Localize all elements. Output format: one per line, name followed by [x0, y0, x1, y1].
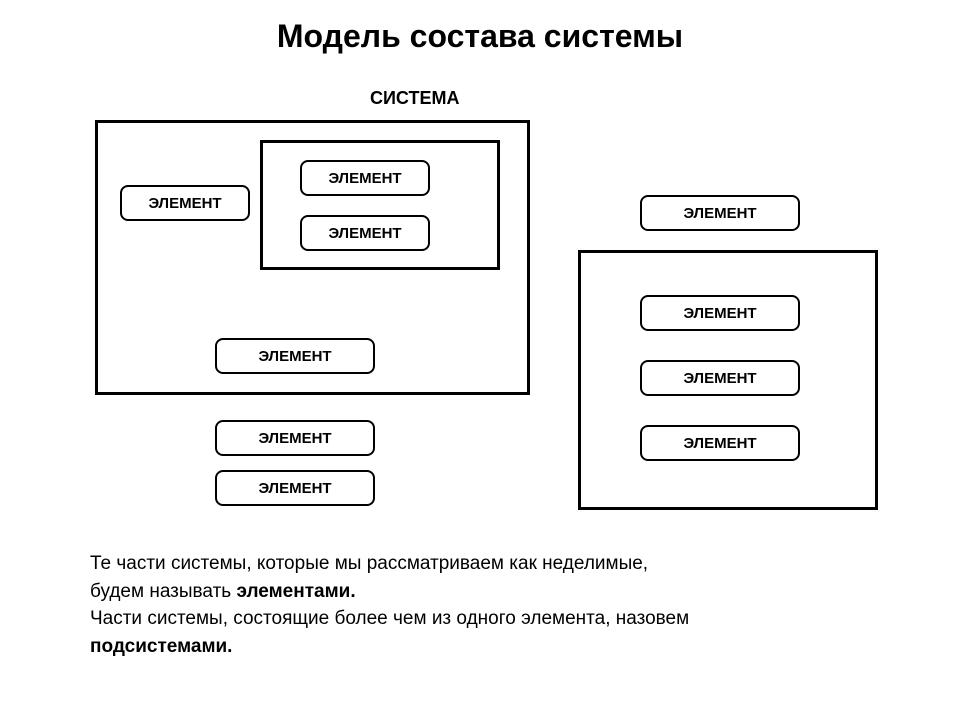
para-line3: Части системы, состоящие более чем из од… [90, 608, 689, 629]
page-title: Модель состава системы [170, 18, 790, 55]
element-chip: ЭЛЕМЕНТ [640, 295, 800, 331]
element-chip: ЭЛЕМЕНТ [215, 338, 375, 374]
para-bold-elements: элементами. [236, 581, 355, 602]
para-line1: Те части системы, которые мы рассматрива… [90, 553, 648, 574]
element-chip: ЭЛЕМЕНТ [640, 195, 800, 231]
element-chip: ЭЛЕМЕНТ [215, 420, 375, 456]
diagram-stage: Модель состава системы СИСТЕМА ПОДСИСТЕМ… [0, 0, 960, 720]
element-chip: ЭЛЕМЕНТ [640, 360, 800, 396]
para-bold-subsystems: подсистемами. [90, 636, 232, 657]
element-chip: ЭЛЕМЕНТ [120, 185, 250, 221]
description-paragraph: Те части системы, которые мы рассматрива… [90, 550, 890, 660]
para-line2a: будем называть [90, 581, 236, 602]
element-chip: ЭЛЕМЕНТ [300, 160, 430, 196]
system-label: СИСТЕМА [370, 88, 459, 109]
element-chip: ЭЛЕМЕНТ [215, 470, 375, 506]
element-chip: ЭЛЕМЕНТ [640, 425, 800, 461]
element-chip: ЭЛЕМЕНТ [300, 215, 430, 251]
